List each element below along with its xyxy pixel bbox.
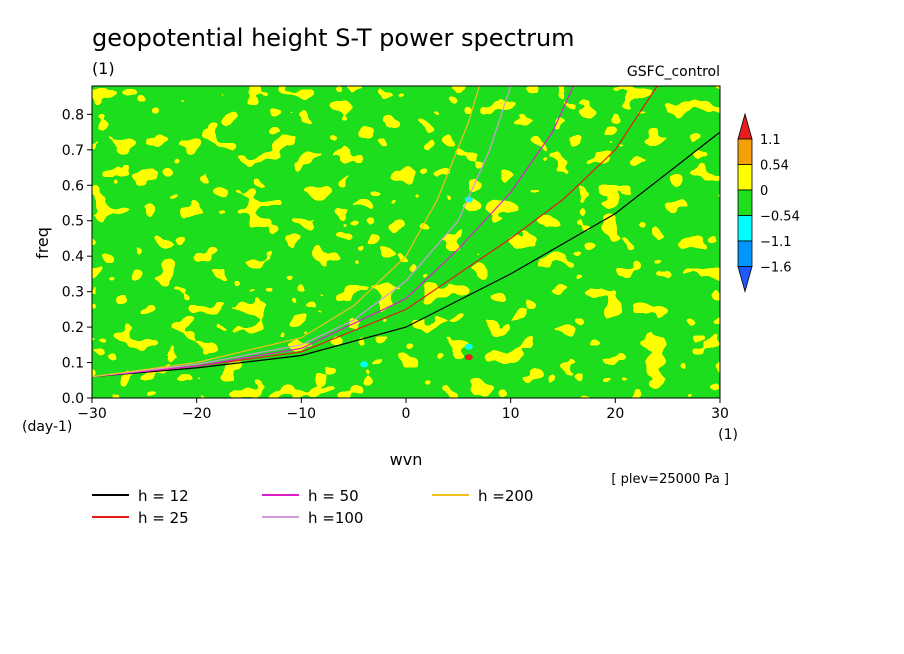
x-axis-label: wvn [390, 450, 423, 469]
colorbar-bottom-arrow [737, 266, 753, 293]
x-tick-label: −20 [182, 406, 212, 422]
spot-2 [464, 343, 473, 350]
colorbar: 1.1 0.54 0 −0.54 −1.1 −1.6 [737, 112, 800, 293]
colorbar-label: −1.6 [760, 261, 792, 276]
x-tick-label: 10 [502, 406, 520, 422]
legend: h = 12 h = 25 h = 50 h =100 h =200 [92, 487, 533, 527]
dispersion-curves [92, 86, 720, 378]
x-tick-label: 20 [606, 406, 624, 422]
colorbar-swatch [737, 240, 753, 267]
y-axis: 0.0 0.1 0.2 0.3 0.4 0.5 0.6 0.7 0.8 [62, 107, 92, 407]
level-note: [ plev=25000 Pa ] [611, 472, 729, 487]
y-tick-label: 0.8 [62, 107, 84, 123]
colorbar-label: −0.54 [760, 210, 800, 225]
spot-0 [464, 354, 473, 361]
legend-label-h25: h = 25 [138, 509, 189, 527]
x-axis: −30 −20 −10 0 10 20 30 [77, 398, 729, 422]
x-tick-label: −30 [77, 406, 107, 422]
y-tick-label: 0.0 [62, 391, 84, 407]
y-tick-label: 0.7 [62, 143, 84, 159]
y-tick-label: 0.3 [62, 285, 84, 301]
y-tick-label: 0.2 [62, 320, 84, 336]
x-tick-label: 0 [402, 406, 411, 422]
chart-title: geopotential height S-T power spectrum [92, 24, 575, 52]
colorbar-label: 1.1 [760, 133, 781, 148]
source-label: GSFC_control [627, 64, 720, 80]
y-tick-label: 0.5 [62, 214, 84, 230]
colorbar-swatch [737, 164, 753, 191]
x-units-label: (1) [718, 427, 738, 443]
plot-area [91, 85, 721, 399]
legend-label-h100: h =100 [308, 509, 363, 527]
spot-3 [360, 361, 369, 368]
negative-field [92, 86, 720, 398]
y-axis-label: freq [33, 227, 52, 259]
curve-h50 [92, 86, 575, 378]
colorbar-swatch [737, 215, 753, 242]
x-tick-label: −10 [287, 406, 317, 422]
colorbar-top-arrow [737, 112, 753, 140]
y-units-label: (day-1) [22, 419, 72, 435]
y-tick-label: 0.6 [62, 178, 84, 194]
colorbar-label: 0 [760, 184, 768, 199]
colorbar-swatch [737, 189, 753, 216]
y-tick-label: 0.4 [62, 249, 84, 265]
curve-h100 [92, 86, 512, 378]
x-tick-label: 30 [711, 406, 729, 422]
colorbar-label: 0.54 [760, 159, 789, 174]
colorbar-label: −1.1 [760, 235, 792, 250]
legend-label-h50: h = 50 [308, 487, 359, 505]
legend-label-h12: h = 12 [138, 487, 189, 505]
legend-label-h200: h =200 [478, 487, 533, 505]
y-tick-label: 0.1 [62, 356, 84, 372]
curve-h12 [92, 131, 720, 378]
curve-h200 [92, 86, 480, 378]
units-label: (1) [92, 59, 115, 78]
colorbar-swatch [737, 138, 753, 165]
